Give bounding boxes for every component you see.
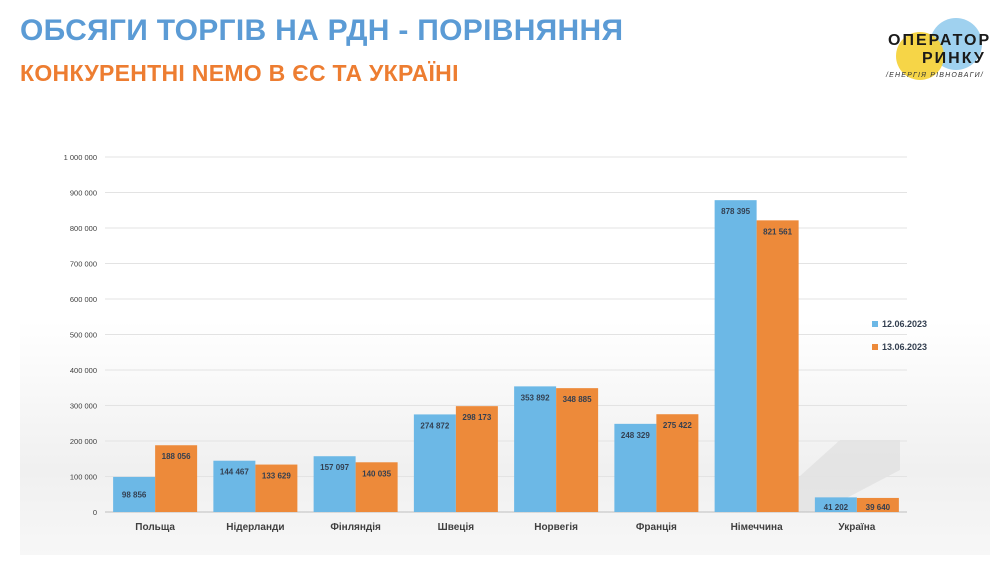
data-label: 41 202 <box>824 503 849 512</box>
bar-series-1 <box>213 460 256 512</box>
y-tick-label: 800 000 <box>70 224 97 233</box>
x-tick-label: Норвегія <box>534 522 578 533</box>
y-tick-label: 500 000 <box>70 331 97 340</box>
data-label: 348 885 <box>563 395 592 404</box>
bar-series-2 <box>255 464 298 512</box>
data-label: 274 872 <box>420 421 449 430</box>
data-label: 248 329 <box>621 431 650 440</box>
logo-line-2: РИНКУ <box>922 50 986 67</box>
y-axis: 0 100 000 200 000 300 000 400 000 500 000 600 … <box>64 153 97 517</box>
bar-series-1 <box>413 414 456 512</box>
page-title: ОБСЯГИ ТОРГІВ НА РДН - ПОРІВНЯННЯ <box>20 14 624 47</box>
data-label: 353 892 <box>521 393 550 402</box>
x-tick-label: Польща <box>135 522 175 533</box>
logo-line-1: ОПЕРАТОР <box>888 32 992 49</box>
bar-series-2 <box>756 220 799 513</box>
legend-swatch <box>872 321 878 327</box>
x-tick-label: Україна <box>838 522 875 533</box>
data-label: 275 422 <box>663 421 692 430</box>
data-label: 144 467 <box>220 468 249 477</box>
bar-series-2 <box>155 445 198 512</box>
y-tick-label: 600 000 <box>70 295 97 304</box>
page-subtitle: КОНКУРЕНТНІ NEMO В ЄС ТА УКРАЇНІ <box>20 60 459 86</box>
x-tick-label: Нідерланди <box>226 522 284 533</box>
x-axis: Польща Нідерланди Фінляндія Швеція Норвегія Ф… <box>135 522 875 533</box>
bar-series-1 <box>113 476 156 512</box>
bar-series-1 <box>814 497 857 512</box>
y-tick-label: 1 000 000 <box>64 153 97 162</box>
bar-series-1 <box>714 200 757 512</box>
bar-series-1 <box>313 456 356 512</box>
x-tick-label: Швеція <box>438 522 475 533</box>
y-tick-label: 0 <box>93 508 97 517</box>
bar-series-2 <box>556 388 599 512</box>
legend-label: 12.06.2023 <box>882 319 927 329</box>
data-label: 98 856 <box>122 490 147 499</box>
company-logo: ОПЕРАТОР РИНКУ /ЕНЕРГІЯ РІВНОВАГИ/ <box>880 18 998 90</box>
data-label: 157 097 <box>320 463 349 472</box>
y-tick-label: 100 000 <box>70 473 97 482</box>
data-label: 133 629 <box>262 472 291 481</box>
logo-graphic <box>896 18 982 80</box>
data-labels: 98 856 188 056 144 467 133 629 157 097 140 03… <box>122 207 891 512</box>
y-tick-label: 200 000 <box>70 437 97 446</box>
bar-series-2 <box>656 414 699 512</box>
legend-label: 13.06.2023 <box>882 342 927 352</box>
x-tick-label: Франція <box>636 522 677 533</box>
bar-series-2 <box>355 462 398 512</box>
y-tick-label: 300 000 <box>70 402 97 411</box>
legend-swatch <box>872 344 878 350</box>
data-label: 140 035 <box>362 469 391 478</box>
data-label: 188 056 <box>162 452 191 461</box>
data-label: 878 395 <box>721 207 750 216</box>
bar-series-2 <box>856 497 899 512</box>
bar-series-2 <box>455 406 498 512</box>
logo-tagline: /ЕНЕРГІЯ РІВНОВАГИ/ <box>886 72 984 79</box>
bar-series-1 <box>614 423 657 512</box>
x-tick-label: Фінляндія <box>330 522 381 533</box>
data-label: 298 173 <box>462 413 491 422</box>
y-tick-label: 700 000 <box>70 260 97 269</box>
y-tick-label: 400 000 <box>70 366 97 375</box>
y-tick-label: 900 000 <box>70 189 97 198</box>
data-label: 39 640 <box>866 503 891 512</box>
data-label: 821 561 <box>763 227 792 236</box>
legend: 12.06.2023 13.06.2023 <box>872 319 927 352</box>
bar-series-1 <box>514 386 557 512</box>
x-tick-label: Німеччина <box>731 522 784 533</box>
bars <box>113 200 899 513</box>
